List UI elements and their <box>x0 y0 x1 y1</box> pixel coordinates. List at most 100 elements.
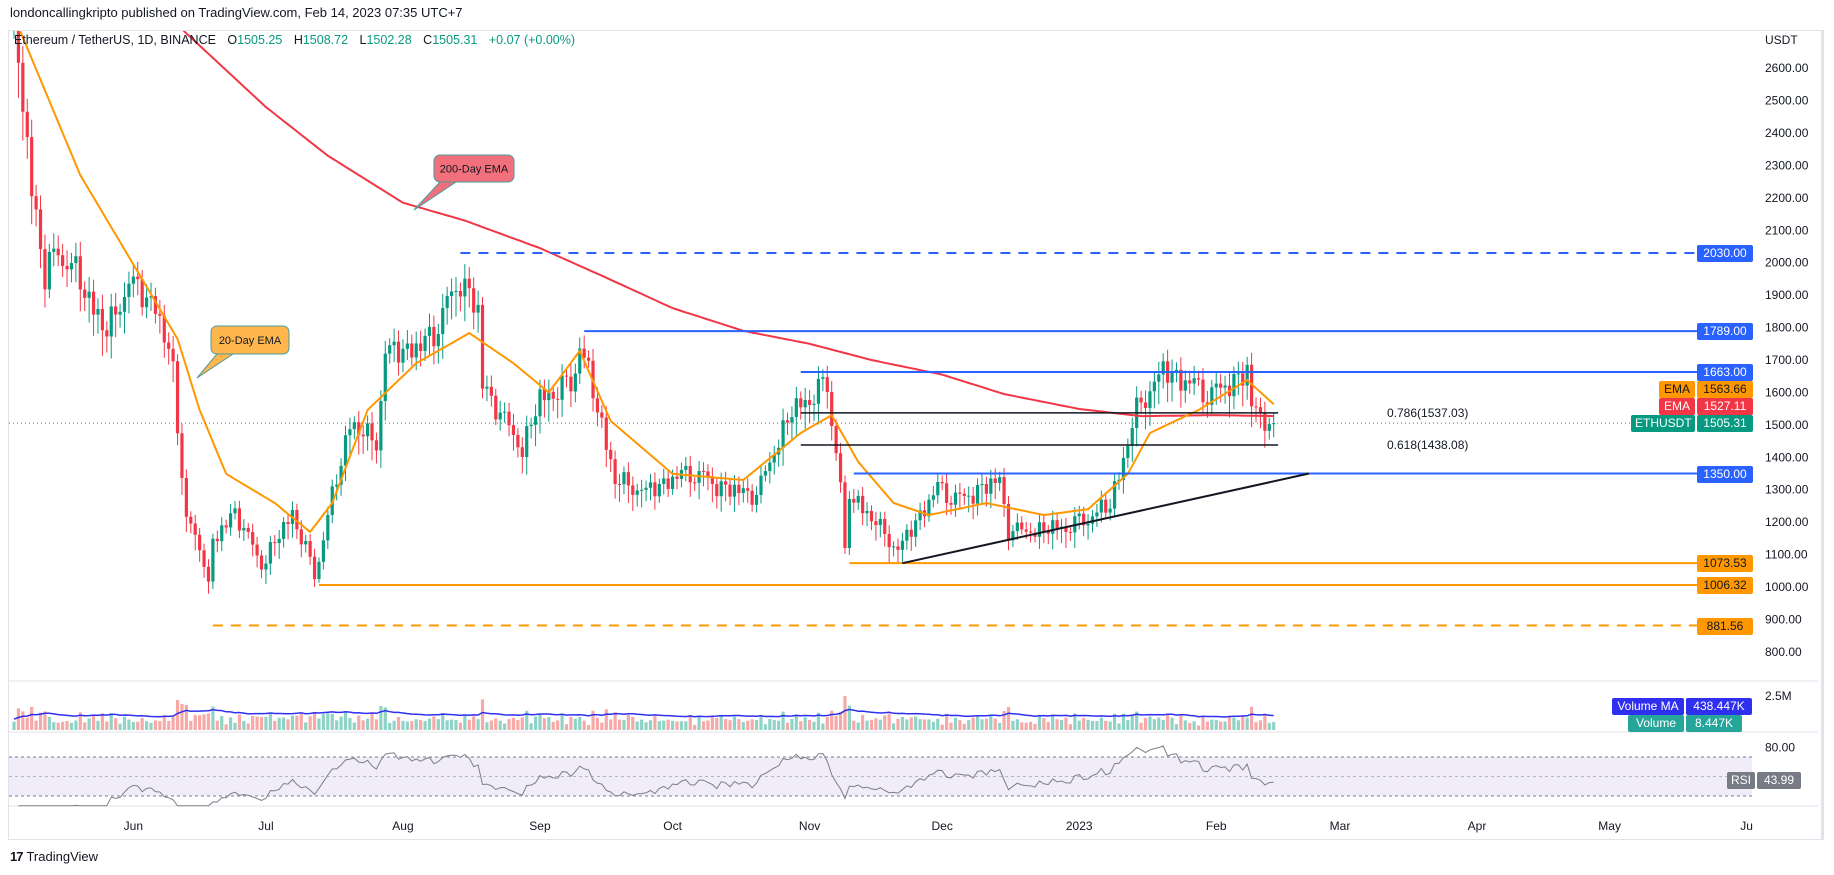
volume-bar <box>1179 714 1183 730</box>
candle-body <box>1148 391 1152 408</box>
volume-bar <box>330 713 334 730</box>
candle-body <box>463 278 467 297</box>
candle <box>573 363 577 403</box>
candle-body <box>1188 380 1192 384</box>
symbol-title[interactable]: Ethereum / TetherUS, 1D, BINANCE <box>14 33 216 47</box>
candle-body <box>74 256 78 264</box>
candle-body <box>909 529 913 537</box>
volume-bar <box>78 712 82 730</box>
y-tick-label: 2100.00 <box>1765 223 1809 237</box>
candle-body <box>998 477 1002 484</box>
candle-body <box>715 483 719 497</box>
candle-body <box>312 556 317 580</box>
volume-bar <box>1250 706 1254 730</box>
candle-body <box>587 357 591 361</box>
volume-bar <box>1223 721 1227 730</box>
candle-body <box>175 361 180 434</box>
candle-body <box>127 283 131 297</box>
volume-bar <box>224 724 228 730</box>
volume-bar <box>1090 721 1095 730</box>
candle-body <box>578 348 582 374</box>
candle <box>746 478 750 503</box>
volume-bar <box>383 707 387 730</box>
y-tick-label: 2000.00 <box>1765 256 1809 270</box>
candle <box>1223 375 1227 404</box>
volume-bar <box>96 720 100 730</box>
candle <box>790 406 794 442</box>
candle <box>1073 507 1077 549</box>
volume-bar <box>105 721 109 730</box>
y-tick-label: 1200.00 <box>1765 515 1809 529</box>
volume-bar <box>936 718 940 730</box>
candle <box>299 520 303 558</box>
volume-bar <box>1219 721 1223 730</box>
candle-body <box>834 426 838 454</box>
candle-body <box>480 304 485 389</box>
volume-bar <box>781 711 785 730</box>
candle-body <box>728 484 732 497</box>
volume-bar <box>918 719 922 730</box>
candle <box>463 264 467 322</box>
candle <box>1033 528 1037 543</box>
volume-bar <box>43 711 47 730</box>
candle <box>1219 373 1223 403</box>
volume-bar <box>405 721 409 730</box>
candle <box>887 525 891 564</box>
candle <box>781 408 785 466</box>
volume-bar <box>825 716 829 730</box>
candle-body <box>648 482 653 488</box>
volume-bar <box>697 716 701 730</box>
candle-body <box>1232 374 1236 397</box>
volume-bar <box>909 717 913 730</box>
candle-body <box>551 391 555 399</box>
candle <box>896 538 900 565</box>
candle-body <box>613 459 617 485</box>
candle-body <box>1029 531 1033 533</box>
volume-bar <box>1254 722 1258 730</box>
candle <box>224 519 228 534</box>
candle-body <box>812 403 816 405</box>
candle <box>600 404 604 429</box>
candle-body <box>1219 383 1223 388</box>
volume-bar <box>679 721 684 730</box>
candle <box>352 416 356 440</box>
volume-bar <box>821 723 825 730</box>
rsi-tick: 80.00 <box>1765 740 1795 754</box>
candle <box>131 265 135 298</box>
volume-bar <box>617 719 622 730</box>
candle <box>149 282 153 311</box>
candle-body <box>69 263 74 270</box>
volume-bar <box>856 722 860 730</box>
volume-bar <box>392 720 396 730</box>
volume-bar <box>100 713 104 730</box>
candle-body <box>405 343 409 349</box>
candle-body <box>374 440 379 451</box>
volume-bar <box>715 717 719 730</box>
candle <box>312 548 317 588</box>
volume-bar <box>352 722 356 730</box>
candle <box>799 391 803 420</box>
candle-body <box>25 111 29 138</box>
candle <box>1082 506 1086 537</box>
candle <box>975 478 980 516</box>
candle-body <box>299 529 303 545</box>
candle-body <box>975 485 980 504</box>
candle <box>114 292 118 338</box>
y-tick-label: 800.00 <box>1765 645 1802 659</box>
candle-body <box>958 492 962 494</box>
candle <box>1086 514 1090 540</box>
volume-bar <box>582 720 586 730</box>
volume-bar <box>432 716 436 730</box>
volume-bar <box>896 718 900 730</box>
tradingview-logo[interactable]: 17 TradingView <box>10 849 98 864</box>
volume-bar <box>1188 723 1192 730</box>
candle <box>153 287 158 324</box>
candle <box>940 475 944 491</box>
candle-body <box>352 422 356 430</box>
volume-bar <box>710 717 714 730</box>
candle <box>962 488 966 505</box>
candle <box>622 466 626 495</box>
rsi-value-badge: 43.99 <box>1757 772 1801 789</box>
candle <box>1020 516 1024 535</box>
